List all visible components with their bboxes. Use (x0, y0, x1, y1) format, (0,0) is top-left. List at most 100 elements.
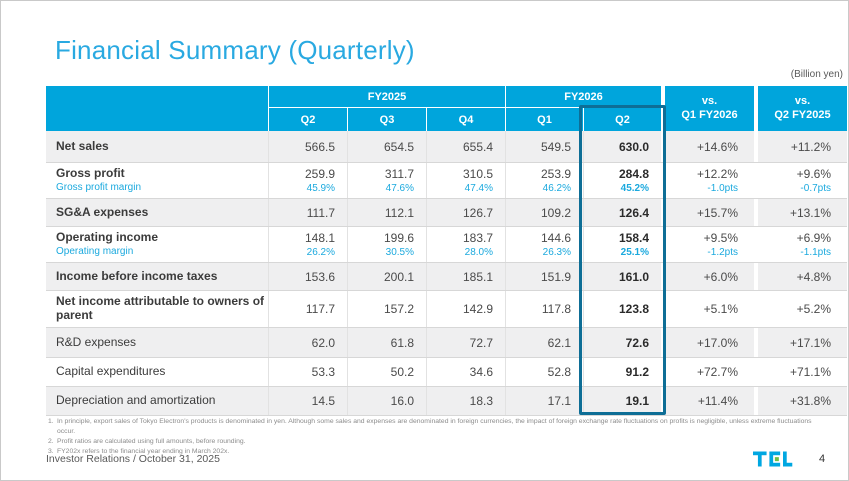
financial-table: FY2025 Q2 Q3 Q4 FY2026 Q1 Q2 vs. Q1 FY20… (46, 86, 847, 416)
cell-vs-q1: +15.7% (696, 205, 738, 220)
row-label-main: Gross profit (56, 166, 125, 181)
cell-fy2025-q3: 50.2 (347, 358, 426, 386)
cell-vs-q2: +4.8% (796, 269, 831, 284)
value: 144.6 (540, 231, 571, 245)
table-row-net-income: Net income attributable to owners of par… (46, 290, 847, 327)
cell-vs-q1: +6.0% (703, 269, 738, 284)
vs-label: vs. (701, 94, 718, 107)
margin-change: -1.0pts (707, 183, 738, 194)
column-gap (754, 358, 758, 386)
row-label-main: Operating income (56, 230, 159, 245)
cell-fy2026-q1: 549.5 (505, 131, 583, 162)
cell-fy2026-q1: 62.1 (505, 328, 583, 357)
value: +9.5% (703, 231, 738, 245)
value: 284.8 (618, 167, 649, 181)
table-body: Net sales 566.5 654.5 655.4 549.5 630.0 … (46, 131, 847, 416)
table-row-gross-profit: Gross profit Gross profit margin 259.9 4… (46, 162, 847, 198)
page-title: Financial Summary (Quarterly) (55, 35, 415, 65)
header-group-fy2026: FY2026 Q1 Q2 (505, 86, 661, 131)
cell-vs-q2: +11.2% (790, 139, 831, 154)
margin-value: 47.6% (385, 183, 414, 194)
margin-value: 25.1% (620, 247, 649, 258)
cell-fy2025-q2: 111.7 (268, 199, 347, 226)
cell-fy2025-q3: 157.2 (347, 291, 426, 327)
value: +6.9% (796, 231, 831, 245)
header-fy2026-q2: Q2 (583, 108, 661, 131)
table-row-income-before-taxes: Income before income taxes 153.6 200.1 1… (46, 262, 847, 290)
cell-vs-q2: +31.8% (789, 394, 831, 408)
unit-note: (Billion yen) (790, 69, 843, 80)
cell-fy2025-q2: 53.3 (268, 358, 347, 386)
value: 253.9 (540, 167, 571, 181)
page-number: 4 (819, 453, 826, 465)
cell-vs-q2: +6.9% -1.1pts (758, 227, 847, 262)
cell-fy2026-q1: 52.8 (505, 358, 583, 386)
column-gap (754, 199, 758, 226)
cell-fy2025-q2: 148.1 26.2% (268, 227, 347, 262)
header-gap (754, 86, 758, 131)
value: 148.1 (304, 231, 335, 245)
header-fy2025-q4: Q4 (426, 108, 505, 131)
row-label: Income before income taxes (56, 268, 218, 283)
cell-fy2025-q4: 18.3 (426, 387, 505, 415)
header-fy2026-label: FY2026 (506, 86, 661, 108)
footnote-3: 3. FY202x refers to the financial year e… (48, 447, 813, 457)
cell-fy2025-q3: 199.6 30.5% (347, 227, 426, 262)
vs-period: Q2 FY2025 (774, 108, 831, 121)
cell-fy2026-q2: 91.2 (583, 358, 661, 386)
margin-value: 26.3% (542, 247, 571, 258)
footnote-text: In principle, export sales of Tokyo Elec… (57, 418, 812, 435)
cell-fy2026-q2: 72.6 (583, 328, 661, 357)
header-empty-cell (46, 86, 268, 131)
cell-vs-q2: +17.1% (789, 335, 831, 350)
cell-fy2026-q2: 161.0 (583, 263, 661, 290)
margin-change: -1.2pts (707, 247, 738, 258)
cell-fy2026-q1: 17.1 (505, 387, 583, 415)
cell-fy2025-q4: 655.4 (426, 131, 505, 162)
cell-vs-q2: +71.1% (789, 365, 831, 379)
value: 158.4 (618, 231, 649, 245)
footnote-number: 3. (48, 447, 54, 455)
vs-label: vs. (794, 94, 811, 107)
cell-fy2025-q3: 61.8 (347, 328, 426, 357)
cell-fy2025-q4: 142.9 (426, 291, 505, 327)
margin-value: 45.9% (306, 183, 335, 194)
cell-fy2025-q4: 183.7 28.0% (426, 227, 505, 262)
footnote-2: 2. Profit ratios are calculated using fu… (48, 437, 813, 447)
cell-fy2026-q1: 144.6 26.3% (505, 227, 583, 262)
cell-fy2025-q3: 16.0 (347, 387, 426, 415)
row-sublabel: Gross profit margin (56, 182, 142, 194)
row-label: Gross profit Gross profit margin (46, 163, 268, 198)
table-row-capital-expenditures: Capital expenditures 53.3 50.2 34.6 52.8… (46, 357, 847, 386)
cell-fy2025-q2: 117.7 (268, 291, 347, 327)
cell-fy2026-q2: 19.1 (583, 387, 661, 415)
row-label: Net sales (56, 138, 109, 153)
margin-value: 26.2% (306, 247, 335, 258)
margin-value: 46.2% (542, 183, 571, 194)
footer-caption: Investor Relations / October 31, 2025 (46, 453, 220, 465)
column-gap (754, 263, 758, 290)
cell-fy2025-q3: 200.1 (347, 263, 426, 290)
cell-vs-q1: +5.1% (703, 302, 738, 316)
margin-value: 28.0% (464, 247, 493, 258)
cell-fy2026-q2: 158.4 25.1% (583, 227, 661, 262)
cell-fy2025-q4: 310.5 47.4% (426, 163, 505, 198)
cell-fy2026-q1: 117.8 (505, 291, 583, 327)
value: 311.7 (384, 167, 414, 181)
header-fy2026-q1: Q1 (537, 113, 552, 126)
header-fy2025-label: FY2025 (269, 86, 505, 108)
cell-fy2025-q3: 654.5 (347, 131, 426, 162)
margin-value: 30.5% (385, 247, 414, 258)
cell-vs-q1: +14.6% (696, 139, 738, 154)
cell-fy2026-q1: 253.9 46.2% (505, 163, 583, 198)
cell-vs-q2: +9.6% -0.7pts (758, 163, 847, 198)
cell-vs-q1: +17.0% (696, 335, 738, 350)
footnotes: 1. In principle, export sales of Tokyo E… (48, 417, 813, 456)
margin-change: -0.7pts (800, 183, 831, 194)
value: 259.9 (304, 167, 335, 181)
cell-fy2025-q3: 311.7 47.6% (347, 163, 426, 198)
cell-fy2025-q4: 34.6 (426, 358, 505, 386)
table-header: FY2025 Q2 Q3 Q4 FY2026 Q1 Q2 vs. Q1 FY20… (46, 86, 847, 131)
tel-logo (753, 451, 793, 472)
